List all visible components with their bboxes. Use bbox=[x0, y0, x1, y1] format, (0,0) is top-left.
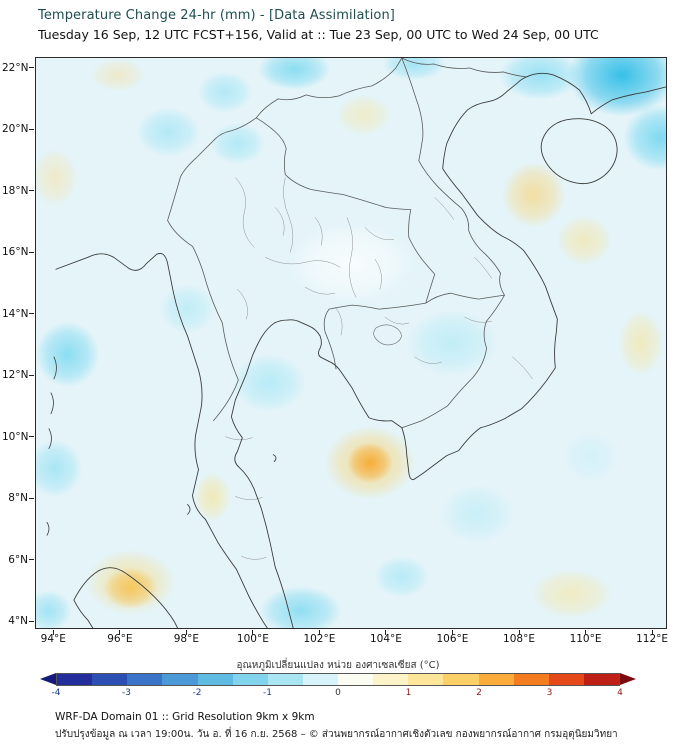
colorbar-tick-label: -2 bbox=[192, 688, 202, 698]
lon-tickmark bbox=[318, 630, 320, 635]
colorbar-segment bbox=[583, 674, 619, 685]
lon-tick-label: 106°E bbox=[436, 633, 469, 645]
lat-tickmark bbox=[29, 436, 34, 438]
lat-tickmark bbox=[29, 313, 34, 315]
colorbar-segment bbox=[57, 674, 93, 685]
colorbar-tick-label: 1 bbox=[405, 688, 412, 698]
lat-tickmark bbox=[29, 374, 34, 376]
colorbar-tick-label: -3 bbox=[122, 688, 131, 698]
colorbar-tick-label: -4 bbox=[51, 688, 61, 698]
lon-tickmark bbox=[52, 630, 54, 635]
lat-tickmark bbox=[29, 190, 34, 192]
lat-tick-label: 10°N bbox=[2, 430, 29, 443]
hainan-island-path bbox=[540, 118, 618, 185]
colorbar-arrow-left bbox=[40, 673, 56, 685]
footer-update-info: ปรับปรุงข้อมูล ณ เวลา 19:00น. วัน อ. ที่… bbox=[55, 729, 618, 740]
lat-tickmark bbox=[29, 128, 34, 130]
lat-tickmark bbox=[29, 251, 34, 253]
lon-tickmark bbox=[651, 630, 653, 635]
colorbar-segment bbox=[267, 674, 303, 685]
colorbar-arrow-right bbox=[620, 673, 636, 685]
colorbar-segment bbox=[127, 674, 163, 685]
lat-tick-label: 12°N bbox=[2, 369, 29, 382]
colorbar-segment bbox=[443, 674, 479, 685]
lat-tickmark bbox=[29, 559, 34, 561]
lon-tick-label: 112°E bbox=[636, 633, 669, 645]
map-subtitle: Tuesday 16 Sep, 12 UTC FCST+156, Valid a… bbox=[38, 27, 599, 42]
colorbar-segment bbox=[92, 674, 128, 685]
lon-tick-label: 98°E bbox=[173, 633, 199, 645]
lat-tickmark bbox=[29, 497, 34, 499]
lon-tick-label: 100°E bbox=[236, 633, 269, 645]
lat-tick-label: 4°N bbox=[8, 615, 28, 628]
colorbar-segment bbox=[302, 674, 338, 685]
sumatra-coast-path bbox=[73, 567, 178, 628]
lat-tick-label: 18°N bbox=[2, 184, 29, 197]
lon-tickmark bbox=[119, 630, 121, 635]
lon-tickmark bbox=[252, 630, 254, 635]
lon-tickmark bbox=[518, 630, 520, 635]
coastline-path bbox=[55, 72, 666, 628]
national-borders-path bbox=[167, 58, 527, 429]
tonle-sap-lake-path bbox=[373, 324, 402, 346]
colorbar-segment bbox=[338, 674, 374, 685]
temperature-field bbox=[36, 58, 666, 628]
colorbar bbox=[40, 673, 636, 686]
lon-tick-label: 110°E bbox=[569, 633, 602, 645]
lon-tickmark bbox=[585, 630, 587, 635]
lon-tick-label: 108°E bbox=[503, 633, 535, 645]
colorbar-segment bbox=[197, 674, 233, 685]
colorbar-tick-label: -1 bbox=[263, 688, 272, 698]
colorbar-tick-label: 0 bbox=[335, 688, 341, 698]
lat-tickmark bbox=[29, 67, 34, 69]
lat-tick-label: 6°N bbox=[8, 553, 28, 566]
lat-tickmark bbox=[29, 620, 34, 622]
lon-tick-label: 104°E bbox=[369, 633, 402, 645]
lat-tick-label: 16°N bbox=[2, 246, 29, 259]
colorbar-segment bbox=[478, 674, 514, 685]
colorbar-segments bbox=[56, 673, 620, 686]
footer-domain-info: WRF-DA Domain 01 :: Grid Resolution 9km … bbox=[55, 711, 315, 723]
colorbar-segment bbox=[408, 674, 444, 685]
lat-tick-label: 8°N bbox=[8, 492, 28, 505]
lon-tickmark bbox=[385, 630, 387, 635]
colorbar-tick-label: 4 bbox=[617, 688, 623, 698]
colorbar-segment bbox=[373, 674, 409, 685]
lon-tickmark bbox=[451, 630, 453, 635]
lat-tick-label: 20°N bbox=[2, 123, 29, 136]
colorbar-ticks: -4 -3 -2 -1 0 1 2 3 4 bbox=[52, 688, 623, 700]
lon-tick-label: 96°E bbox=[107, 633, 133, 645]
colorbar-label: อุณหภูมิเปลี่ยนแปลง หน่วย องศาเซลเซียส (… bbox=[236, 660, 440, 671]
colorbar-segment bbox=[232, 674, 268, 685]
province-borders-path bbox=[225, 177, 533, 560]
colorbar-segment bbox=[513, 674, 549, 685]
map-plot-area bbox=[35, 57, 667, 629]
colorbar-tick-label: 2 bbox=[476, 688, 482, 698]
lon-tick-label: 94°E bbox=[40, 633, 66, 645]
small-islands-path bbox=[46, 356, 277, 536]
lon-tick-label: 102°E bbox=[303, 633, 336, 645]
lon-tickmark bbox=[185, 630, 187, 635]
colorbar-segment bbox=[162, 674, 198, 685]
country-borders-svg bbox=[46, 58, 666, 628]
lat-tick-label: 14°N bbox=[2, 307, 29, 320]
lat-tick-label: 22°N bbox=[2, 61, 29, 74]
map-title: Temperature Change 24-hr (mm) - [Data As… bbox=[38, 8, 395, 23]
colorbar-segment bbox=[548, 674, 584, 685]
colorbar-tick-label: 3 bbox=[546, 688, 553, 698]
